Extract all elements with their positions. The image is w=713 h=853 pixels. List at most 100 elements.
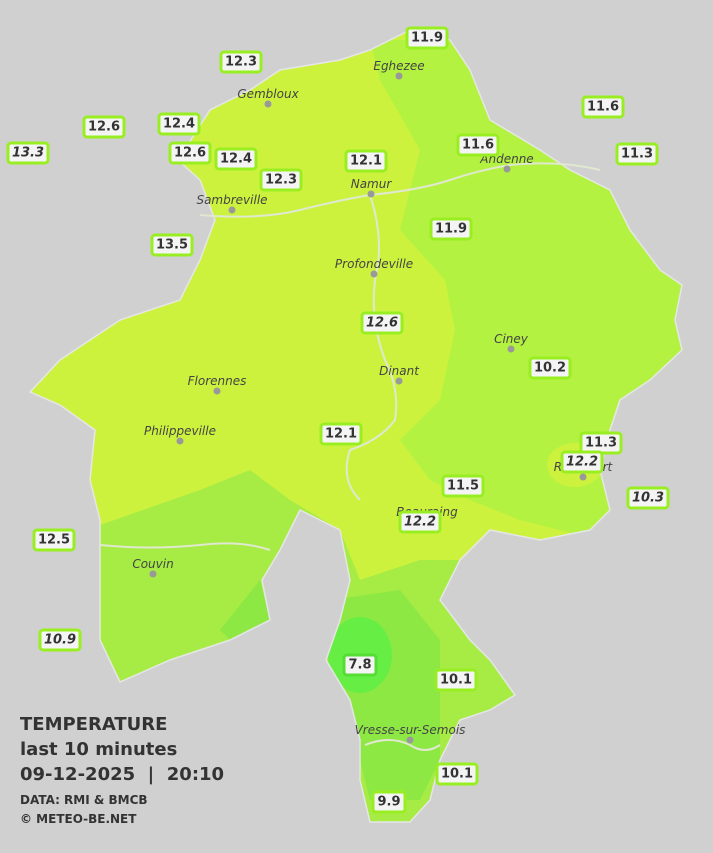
station: 12.6 [360,311,404,335]
station: 12.3 [219,50,263,74]
station-box [405,26,449,50]
station-value: 10.1 [440,673,472,688]
legend-datetime: 09-12-2025 | 20:10 [20,764,224,785]
station-box [441,474,485,498]
city-dot [395,72,403,80]
city-dot [579,473,587,481]
station: 12.6 [82,115,126,139]
station: 12.1 [344,149,388,173]
station: 12.2 [560,450,604,474]
legend-copyright: © METEO-BE.NET [20,812,137,826]
city-label: Couvin [132,557,173,571]
station: 10.9 [38,628,82,652]
station-value: 12.1 [325,427,357,442]
station-box [38,628,82,652]
city-dot [264,100,272,108]
city-dot [507,345,515,353]
station: 10.3 [626,486,670,510]
station: 13.5 [150,233,194,257]
station-value: 12.2 [566,455,598,470]
city-dot [503,165,511,173]
station: 10.1 [435,762,479,786]
station-box [342,653,378,677]
station: 11.9 [429,217,473,241]
station: 13.3 [6,141,50,165]
station-box [157,112,201,136]
station: 10.2 [528,356,572,380]
station-value: 10.2 [534,361,566,376]
station-box [344,149,388,173]
city-label: Vresse-sur-Semois [355,723,466,737]
station-value: 11.3 [621,147,653,162]
city-label: Philippeville [144,424,216,438]
station-value: 12.3 [265,173,297,188]
city-dot [213,387,221,395]
station-value: 12.4 [163,117,195,132]
station: 11.3 [579,431,623,455]
station-box [319,422,363,446]
station-value: 10.3 [632,491,664,506]
station: 11.6 [456,133,500,157]
station: 12.6 [168,141,212,165]
station-value: 11.5 [447,479,479,494]
city-dot [228,206,236,214]
station-box [82,115,126,139]
city-label: Ciney [494,332,529,346]
station-value: 13.3 [12,146,44,161]
legend: TEMPERATURE last 10 minutes 09-12-2025 |… [20,714,224,826]
station-box [360,311,404,335]
city-label: Namur [351,177,393,191]
station-value: 10.9 [44,633,76,648]
station-box [626,486,670,510]
station: 11.3 [615,142,659,166]
station-box [615,142,659,166]
station-value: 9.9 [377,795,400,810]
station-value: 11.9 [435,222,467,237]
city-label: Gembloux [237,87,299,101]
city-label: Dinant [379,364,420,378]
station-value: 11.9 [411,31,443,46]
legend-source: DATA: RMI & BMCB [20,793,148,807]
station-box [560,450,604,474]
station-value: 12.6 [366,316,398,331]
station: 12.4 [214,147,258,171]
station-value: 11.6 [587,100,619,115]
station: 11.5 [441,474,485,498]
city-label: Eghezee [373,59,424,73]
station-box [6,141,50,165]
city-dot [395,377,403,385]
station-value: 12.6 [174,146,206,161]
station-value: 12.2 [404,515,436,530]
station-box [528,356,572,380]
city-dot [370,270,378,278]
station: 7.8 [342,653,378,677]
city-dot [406,736,414,744]
station-value: 12.4 [220,152,252,167]
station-box [259,168,303,192]
station-value: 10.1 [441,767,473,782]
station-value: 11.3 [585,436,617,451]
legend-title: TEMPERATURE [20,714,167,735]
rivers [99,162,601,751]
station-value: 12.3 [225,55,257,70]
station: 12.3 [259,168,303,192]
city-dot [367,190,375,198]
station-box [168,141,212,165]
station-box [398,510,442,534]
station-value: 13.5 [156,238,188,253]
station-box [219,50,263,74]
station: 12.2 [398,510,442,534]
station: 12.4 [157,112,201,136]
city-label: Profondeville [335,257,413,271]
city-label: Sambreville [196,193,267,207]
station-box [429,217,473,241]
station-box [214,147,258,171]
station: 9.9 [371,790,407,814]
city-dot [176,437,184,445]
station-box [456,133,500,157]
city-dot [149,570,157,578]
station-value: 12.6 [88,120,120,135]
station-box [371,790,407,814]
